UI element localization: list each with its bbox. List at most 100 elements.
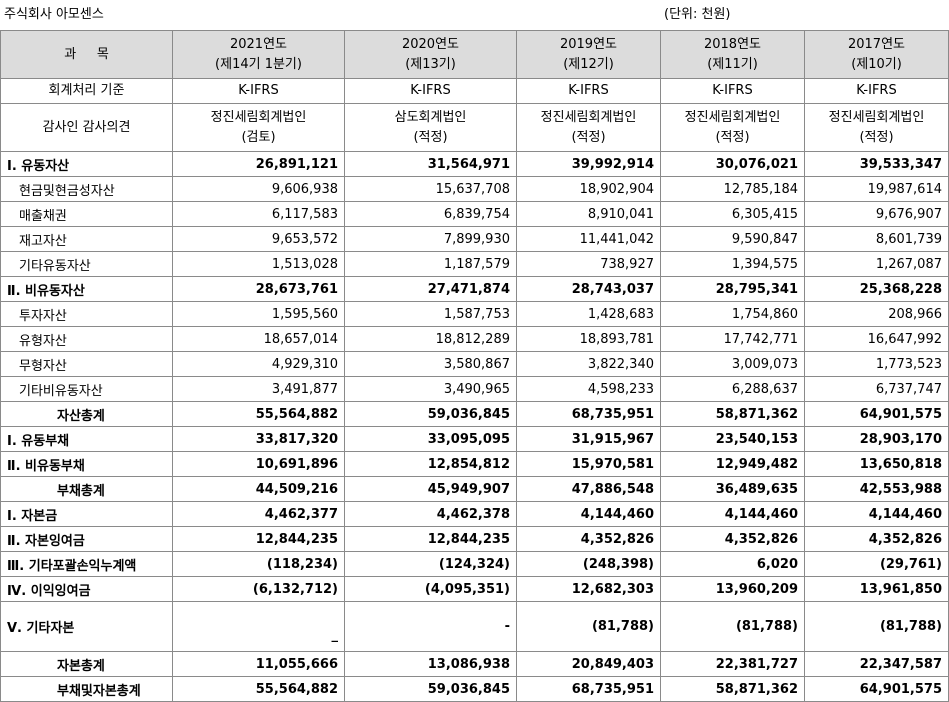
row-label: 재고자산 (0, 226, 173, 252)
value-cell: 6,737,747 (804, 376, 949, 402)
column-header: 2017연도 (제10기) (804, 30, 949, 79)
column-year: 2018연도 (703, 36, 761, 52)
table-row: 투자자산 1,595,560 1,587,753 1,428,683 1,754,860… (0, 301, 949, 327)
auditor-cell: 정진세림회계법인 (검토) (172, 103, 345, 152)
value-cell: 13,960,209 (660, 576, 805, 602)
value-cell: 64,901,575 (804, 676, 949, 702)
auditor-cell: 정진세림회계법인 (적정) (516, 103, 661, 152)
table-row: Ⅴ. 기타자본 _ - (81,788) (81,788) (81,788) (0, 601, 949, 652)
table-row: 부채총계 44,509,216 45,949,907 47,886,548 36,489… (0, 476, 949, 502)
value-cell: 15,637,708 (344, 176, 517, 202)
standard-cell: K-IFRS (516, 78, 661, 104)
value-cell: 10,691,896 (172, 451, 345, 477)
auditor-opinion: (적정) (571, 129, 606, 145)
value-cell: 3,009,073 (660, 351, 805, 377)
auditor-opinion: (적정) (413, 129, 448, 145)
value-cell: (124,324) (344, 551, 517, 577)
value-cell: (29,761) (804, 551, 949, 577)
value-cell: 6,117,583 (172, 201, 345, 227)
table-row: Ⅱ. 자본잉여금 12,844,235 12,844,235 4,352,826 4,3… (0, 526, 949, 552)
row-label: Ⅳ. 이익잉여금 (0, 576, 173, 602)
item-header: 과 목 (0, 30, 173, 79)
value-cell: 13,961,850 (804, 576, 949, 602)
value-cell: 4,352,826 (660, 526, 805, 552)
value-cell: 4,929,310 (172, 351, 345, 377)
value-cell: 1,595,560 (172, 301, 345, 327)
row-label: 부채총계 (0, 476, 173, 502)
value-cell: 9,653,572 (172, 226, 345, 252)
value-cell: 9,676,907 (804, 201, 949, 227)
value-cell: 68,735,951 (516, 676, 661, 702)
row-label: Ⅱ. 자본잉여금 (0, 526, 173, 552)
value-cell: 12,949,482 (660, 451, 805, 477)
value-cell: 4,352,826 (804, 526, 949, 552)
value-cell: (4,095,351) (344, 576, 517, 602)
accounting-standard-row: 회계처리 기준 K-IFRS K-IFRS K-IFRS K-IFRS K-IF… (0, 78, 949, 104)
table-row: Ⅲ. 기타포괄손익누계액 (118,234) (124,324) (248,398) 6… (0, 551, 949, 577)
value-cell: 25,368,228 (804, 276, 949, 302)
value-cell: 28,743,037 (516, 276, 661, 302)
row-label: 투자자산 (0, 301, 173, 327)
standard-cell: K-IFRS (660, 78, 805, 104)
table-row: 현금및현금성자산 9,606,938 15,637,708 18,902,904 12,… (0, 176, 949, 202)
value-cell: 12,844,235 (344, 526, 517, 552)
value-cell: 18,893,781 (516, 326, 661, 352)
value-cell: 39,533,347 (804, 151, 949, 177)
value-cell: 28,673,761 (172, 276, 345, 302)
value-cell: 18,902,904 (516, 176, 661, 202)
value-cell: (81,788) (804, 601, 949, 652)
column-year: 2020연도 (401, 36, 459, 52)
value-cell: 8,910,041 (516, 201, 661, 227)
row-label: Ⅰ. 유동부채 (0, 426, 173, 452)
auditor-cell: 정진세림회계법인 (적정) (804, 103, 949, 152)
table-row: 기타유동자산 1,513,028 1,187,579 738,927 1,394,575… (0, 251, 949, 277)
value-cell: 59,036,845 (344, 401, 517, 427)
value-cell: 31,564,971 (344, 151, 517, 177)
value-cell: 4,462,378 (344, 501, 517, 527)
value-cell: 18,657,014 (172, 326, 345, 352)
value-cell: 3,580,867 (344, 351, 517, 377)
table-row: Ⅳ. 이익잉여금 (6,132,712) (4,095,351) 12,682,303… (0, 576, 949, 602)
value-cell: 19,987,614 (804, 176, 949, 202)
value-cell: 6,020 (660, 551, 805, 577)
standard-cell: K-IFRS (804, 78, 949, 104)
value-cell: 22,381,727 (660, 651, 805, 677)
value-cell: 28,903,170 (804, 426, 949, 452)
value-cell: 4,144,460 (660, 501, 805, 527)
column-header: 2019연도 (제12기) (516, 30, 661, 79)
auditor-firm: 정진세림회계법인 (210, 109, 307, 125)
value-cell: (81,788) (516, 601, 661, 652)
column-term: (제10기) (851, 56, 902, 72)
value-cell: 13,086,938 (344, 651, 517, 677)
standard-cell: K-IFRS (172, 78, 345, 104)
value-cell: 42,553,988 (804, 476, 949, 502)
column-term: (제11기) (707, 56, 758, 72)
row-label: 자산총계 (0, 401, 173, 427)
value-cell: 68,735,951 (516, 401, 661, 427)
unit-label: (단위: 천원) (664, 7, 731, 22)
value-cell: 1,267,087 (804, 251, 949, 277)
row-label: 자본총계 (0, 651, 173, 677)
value-cell: 31,915,967 (516, 426, 661, 452)
value-cell: 18,812,289 (344, 326, 517, 352)
value-cell: 3,822,340 (516, 351, 661, 377)
value-cell: 4,598,233 (516, 376, 661, 402)
row-label: 매출채권 (0, 201, 173, 227)
value-cell: 3,490,965 (344, 376, 517, 402)
value-cell: 4,144,460 (804, 501, 949, 527)
row-label: 무형자산 (0, 351, 173, 377)
value-cell: 17,742,771 (660, 326, 805, 352)
table-row: Ⅰ. 자본금 4,462,377 4,462,378 4,144,460 4,144,4… (0, 501, 949, 527)
row-label: 회계처리 기준 (0, 78, 173, 104)
column-header: 2018연도 (제11기) (660, 30, 805, 79)
value-cell: 1,587,753 (344, 301, 517, 327)
value-cell: 1,513,028 (172, 251, 345, 277)
value-cell: 22,347,587 (804, 651, 949, 677)
value-cell: 16,647,992 (804, 326, 949, 352)
value-cell: 1,754,860 (660, 301, 805, 327)
value-cell: 64,901,575 (804, 401, 949, 427)
auditor-firm: 정진세림회계법인 (684, 109, 781, 125)
value-cell: 15,970,581 (516, 451, 661, 477)
table-row: Ⅱ. 비유동자산 28,673,761 27,471,874 28,743,037 28… (0, 276, 949, 302)
value-cell: 20,849,403 (516, 651, 661, 677)
